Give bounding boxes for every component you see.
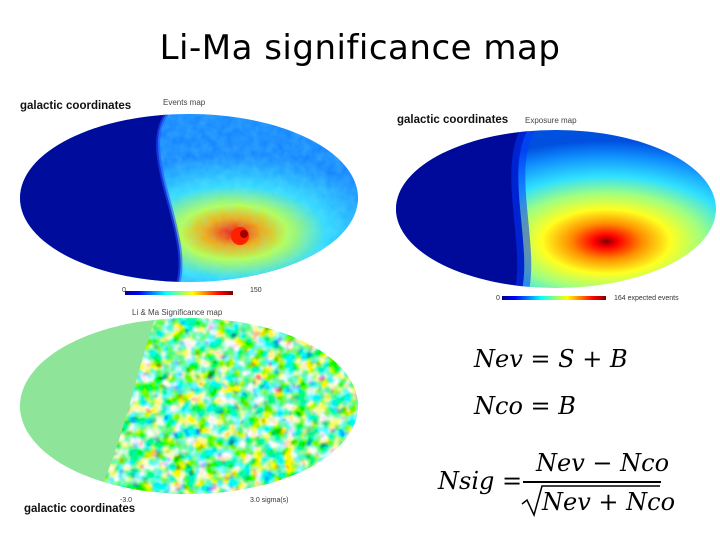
exposure-colorbar [502,296,606,300]
exposure-coord-label: galactic coordinates [397,114,509,126]
formula-nsig-lhs: Nsig = [438,467,523,495]
events-scale-min: 0 [122,287,126,294]
significance-map-label: Li & Ma Significance map [132,308,223,317]
formula-nsig-denominator: Nev + Nco [542,488,676,516]
formula-nev: Nev = S + B [474,345,628,373]
events-map [20,114,358,282]
significance-scale-max: 3.0 sigma(s) [250,497,289,504]
significance-coord-label: galactic coordinates [24,503,136,515]
events-map-label: Events map [163,98,206,107]
exposure-scale-min: 0 [496,295,500,302]
formula-nsig-numerator: Nev − Nco [536,449,670,477]
significance-scale-min: -3.0 [120,497,133,504]
significance-map [20,318,358,494]
events-colorbar [125,291,233,295]
exposure-scale-max: 164 expected events [614,295,679,302]
slide-title: Li-Ma significance map [159,28,561,68]
formula-fraction-bar [523,481,661,483]
sqrt-sign-icon [521,485,660,518]
exposure-map [396,130,716,288]
exposure-map-label: Exposure map [525,116,577,125]
events-coord-label: galactic coordinates [20,100,132,112]
formula-nco: Nco = B [474,392,576,420]
events-scale-max: 150 [250,287,262,294]
